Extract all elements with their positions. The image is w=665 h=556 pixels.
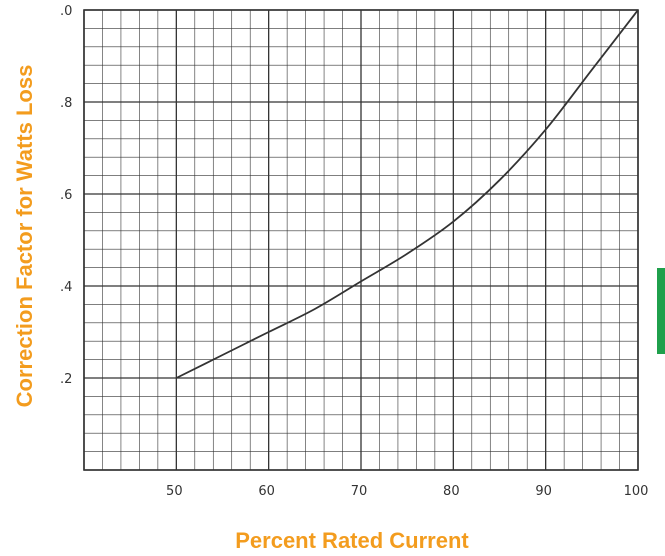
x-tick-label: 60 [258,484,275,499]
x-axis-title: Percent Rated Current [235,528,469,553]
x-tick-labels: 50 60 70 80 90 100 [166,484,648,499]
y-axis-title: Correction Factor for Watts Loss [12,65,37,408]
x-tick-label: 80 [443,484,460,499]
x-tick-label: 90 [535,484,552,499]
y-tick-label: .2 [60,372,72,387]
y-tick-label: .0 [60,4,72,19]
y-tick-label: .8 [60,96,72,111]
y-tick-label: .4 [60,280,72,295]
x-tick-label: 100 [624,484,649,499]
y-tick-label: .6 [60,188,72,203]
series-line [175,9,639,379]
page-edge-tab [657,268,665,354]
x-tick-label: 70 [351,484,368,499]
plot-frame [83,9,639,471]
y-tick-labels: .2 .4 .6 .8 .0 [60,4,72,387]
x-tick-label: 50 [166,484,183,499]
major-grid [83,9,639,471]
